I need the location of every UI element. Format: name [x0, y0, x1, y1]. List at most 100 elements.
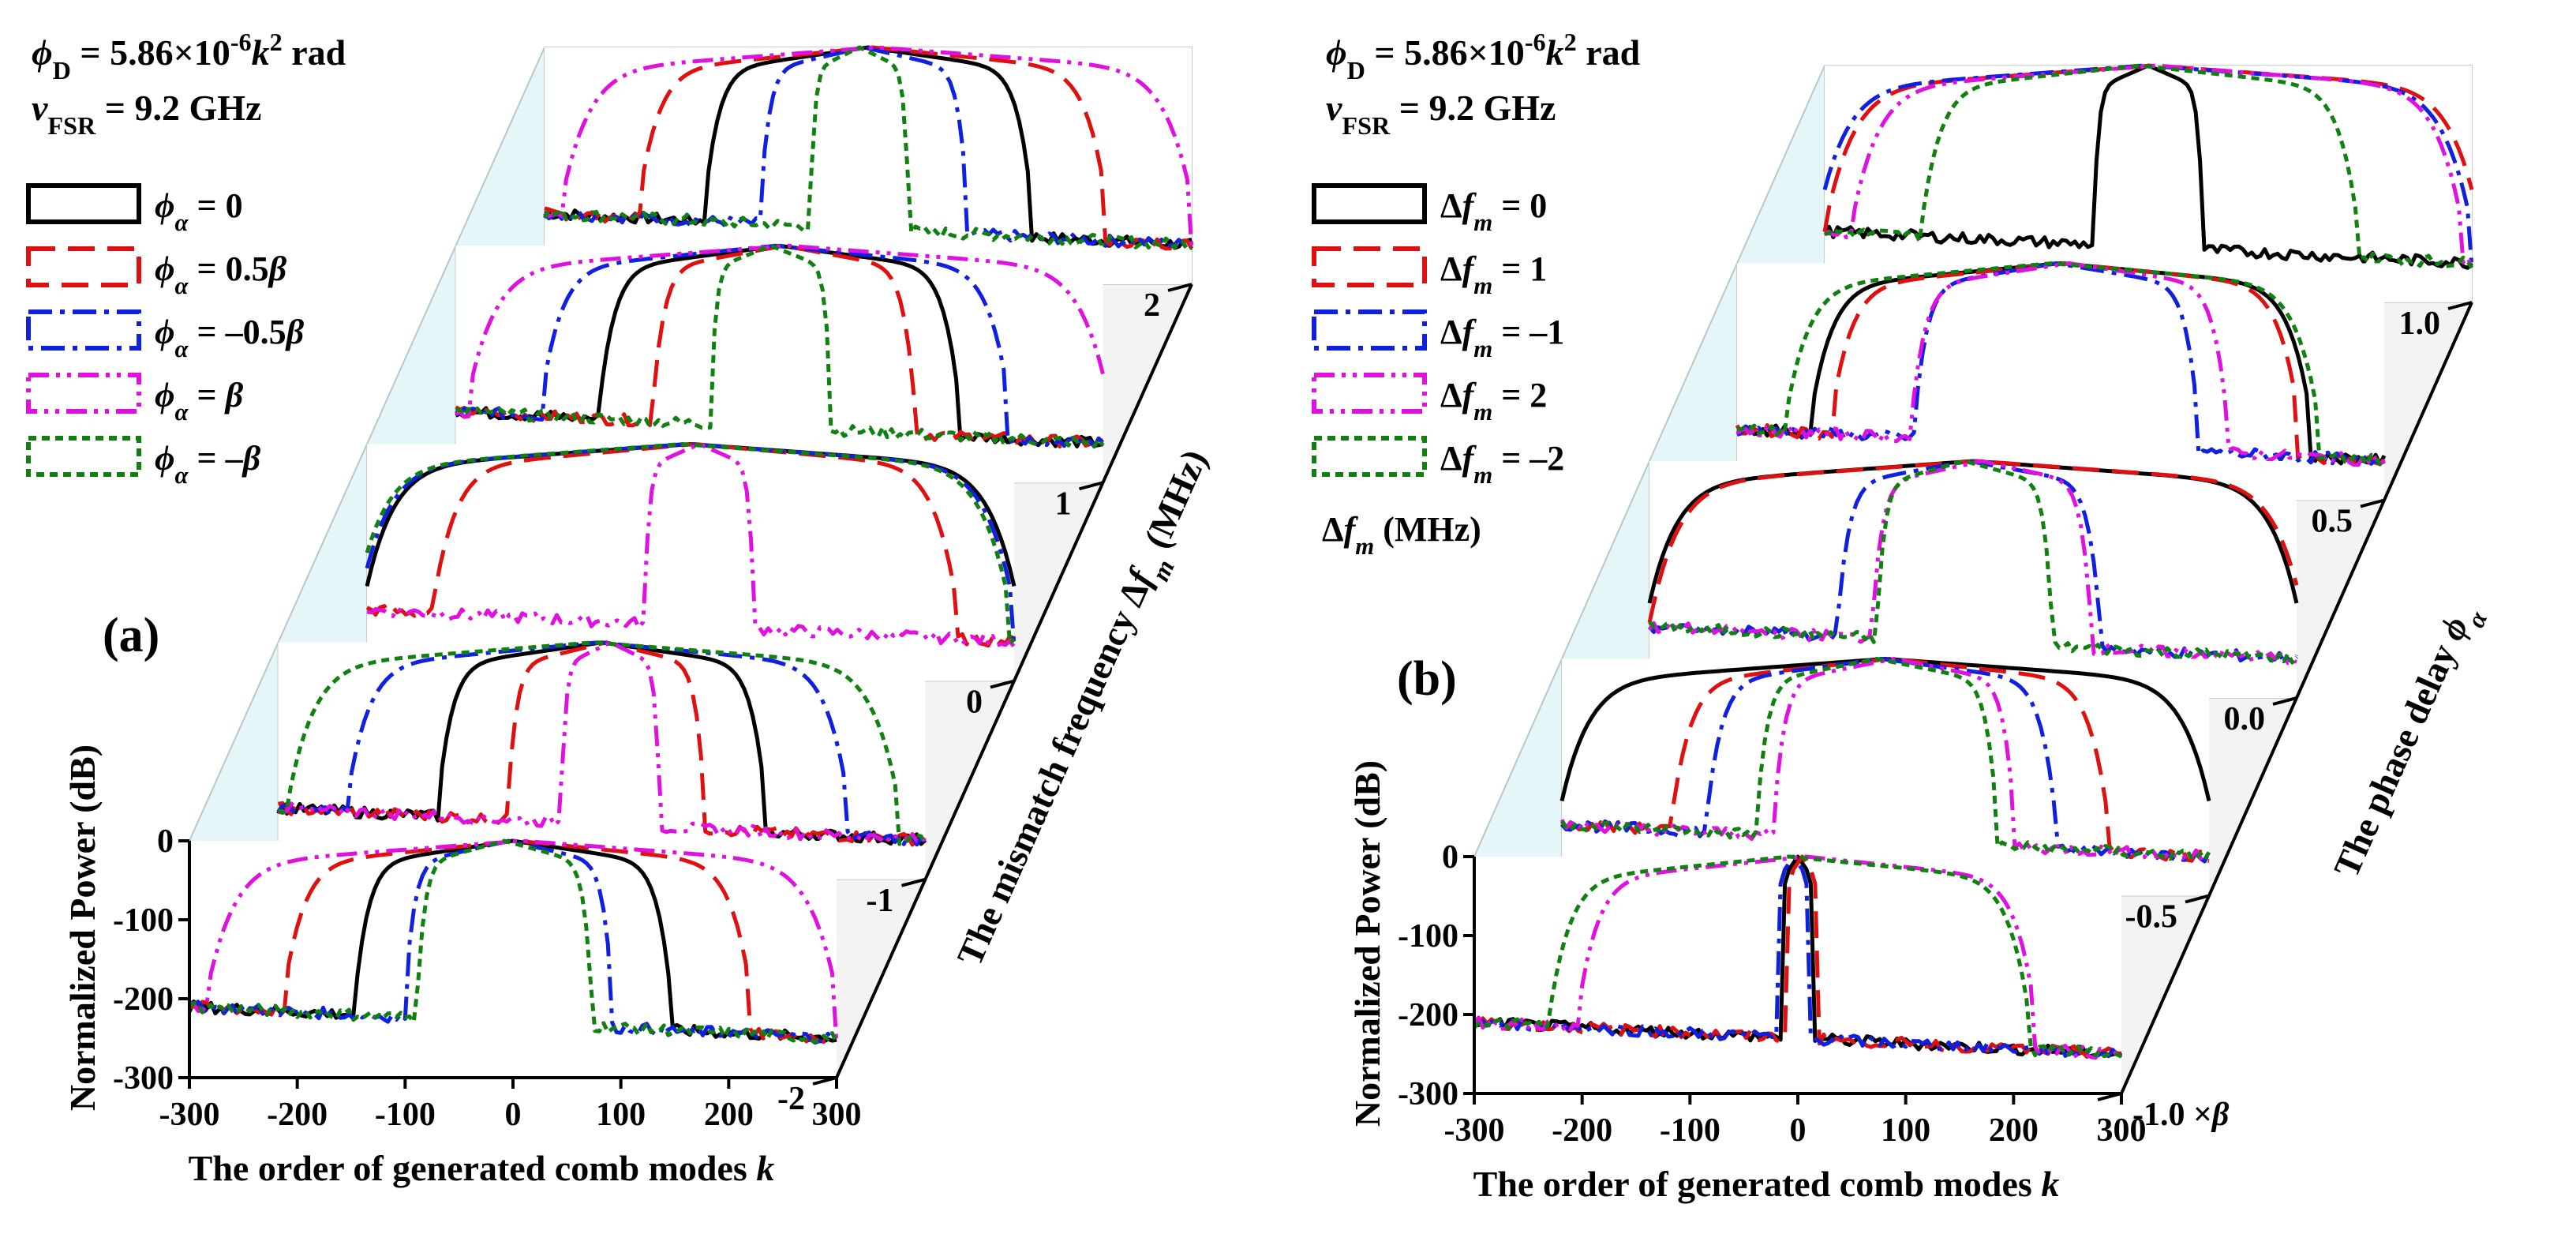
y-tick-label: -100 [113, 902, 174, 939]
series-line [542, 45, 1193, 252]
x-tick-label: 300 [2097, 1112, 2147, 1149]
y-tick-label: 0 [1442, 839, 1458, 876]
legend-entry: ϕα = 0.5β [26, 246, 287, 299]
slice-panel [367, 444, 1014, 681]
y-axis-title: Normalized Power (dB) [62, 745, 103, 1111]
series-line [455, 243, 1105, 448]
y-tick-label: -200 [1398, 997, 1458, 1033]
axes [1463, 301, 2473, 1105]
series-line [1648, 459, 2299, 665]
depth-tick [2447, 301, 2473, 310]
depth-tick-label: -1.0 ×β [2132, 1097, 2230, 1133]
series-line [1824, 63, 2474, 269]
series-line [188, 838, 838, 1045]
slice--1 [1473, 854, 2123, 1093]
legend-entry: Δfm = –2 [1312, 436, 1564, 489]
phiD-annotation: ϕD = 5.86×10-6k2 rad [32, 28, 346, 84]
depth-tick-label: 0 [966, 685, 983, 721]
legend-swatch [26, 436, 141, 477]
legend-entry: ϕα = –β [26, 436, 261, 489]
series-line [1473, 854, 2122, 1060]
panel-b: -300 -200 -100 0 100 200 300 0 -100 -200 -300 -1.0 … [1312, 28, 2493, 1204]
depth-tick-label: 1 [1055, 486, 1072, 522]
legend-swatch [1312, 373, 1427, 414]
depth-tick-label: 0.0 [2224, 701, 2266, 737]
series-line [1647, 459, 2297, 666]
legend-label: Δfm = –1 [1440, 313, 1564, 362]
legend-label: ϕα = –0.5β [155, 313, 305, 362]
series-line [1822, 63, 2474, 268]
depth-tick [2360, 498, 2385, 508]
phiD-annotation: ϕD = 5.86×10-6k2 rad [1326, 28, 1641, 84]
x-tick-label: 300 [812, 1097, 862, 1133]
series-line [189, 838, 837, 1045]
panel-label: (b) [1397, 652, 1457, 706]
slice--0.5 [1559, 657, 2211, 896]
x-tick-label: -200 [267, 1097, 328, 1133]
x-axis-title: The order of generated comb modes k [189, 1148, 775, 1188]
legend-entry: Δfm = 2 [1312, 373, 1547, 426]
depth-tick [1078, 481, 1104, 491]
depth-tick [990, 679, 1015, 689]
axes [178, 283, 1193, 1089]
legend-entry: Δfm = 0 [1312, 183, 1547, 236]
depth-tick [2097, 1092, 2122, 1101]
series-line [1473, 854, 2123, 1060]
legend-unit: Δfm (MHz) [1322, 510, 1481, 560]
series-line [277, 640, 927, 846]
series-line [1473, 854, 2122, 1059]
x-tick-label: -300 [1444, 1112, 1505, 1149]
legend-swatch [1312, 309, 1427, 351]
x-tick-label: 0 [1790, 1112, 1807, 1149]
legend-swatch [1312, 183, 1427, 224]
legend-entry: ϕα = 0 [26, 183, 243, 236]
depth-tick-label: -0.5 [2125, 899, 2178, 936]
slice--2 [187, 838, 839, 1078]
x-tick-label: 200 [704, 1097, 754, 1133]
y-tick-label: -100 [1398, 918, 1458, 955]
series-line [1560, 657, 2211, 864]
series-line [1735, 261, 2387, 467]
slice-2 [542, 45, 1194, 284]
y-axis-title: Normalized Power (dB) [1347, 760, 1387, 1127]
series-line [366, 442, 1016, 648]
slice-0 [1647, 459, 2299, 698]
series-line [1736, 261, 2386, 468]
series-line [544, 45, 1194, 252]
x-tick-label: 0 [505, 1097, 522, 1133]
y-tick-label: -300 [1398, 1076, 1458, 1112]
legend-entry: Δfm = 1 [1312, 246, 1547, 299]
legend-entry: ϕα = –0.5β [26, 309, 305, 362]
x-tick-label: -300 [159, 1097, 220, 1133]
depth-tick [1167, 283, 1193, 292]
legend-label: Δfm = 1 [1440, 249, 1547, 299]
depth-tick-label: -1 [867, 883, 894, 919]
series-line [365, 442, 1016, 648]
legend-swatch [26, 309, 141, 351]
y-tick-label: 0 [157, 823, 174, 860]
legend-label: ϕα = 0.5β [155, 249, 287, 299]
slice-panel [189, 841, 837, 1078]
series-line [543, 45, 1193, 251]
depth-tick-label: 1.0 [2399, 306, 2441, 342]
legend-swatch [1312, 246, 1427, 287]
legend-label: ϕα = β [155, 376, 244, 426]
slice-1 [455, 243, 1105, 483]
series-line [1473, 854, 2123, 1059]
slice--1 [276, 640, 927, 880]
slice-panel [1474, 857, 2121, 1093]
series-line [1823, 63, 2474, 268]
x-tick-label: 200 [1989, 1112, 2039, 1149]
vFSR-annotation: vFSR = 9.2 GHz [1326, 88, 1556, 140]
slice-panel [1825, 66, 2472, 302]
x-tick-label: 100 [1881, 1112, 1930, 1149]
depth-tick [900, 877, 927, 887]
y-tick-label: -200 [113, 981, 174, 1018]
depth-tick-label: 0.5 [2312, 504, 2353, 540]
legend-swatch [26, 373, 141, 414]
panel-label: (a) [103, 609, 159, 662]
legend-swatch [1312, 436, 1427, 477]
slice-0 [365, 442, 1017, 681]
series-line [1559, 657, 2210, 861]
legend-entry: Δfm = –1 [1312, 309, 1564, 362]
